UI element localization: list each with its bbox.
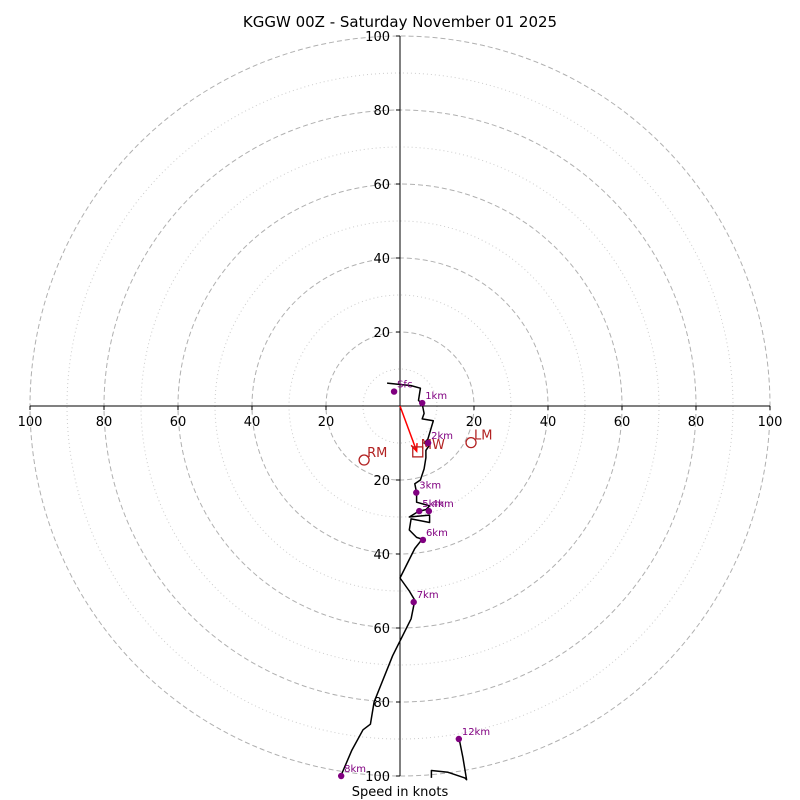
height-point-12km: [455, 735, 463, 743]
y-tick-label: 60: [373, 178, 390, 193]
y-tick-label: 40: [373, 548, 390, 563]
y-tick-label: 100: [365, 30, 390, 45]
height-label-8km: 8km: [344, 764, 366, 775]
hodograph-trace-line: [340, 382, 435, 777]
height-point-3km: [413, 489, 420, 496]
lm-label: LM: [474, 429, 492, 444]
x-tick-label: 100: [18, 415, 43, 430]
height-label-1km: 1km: [425, 391, 447, 402]
x-tick-label: 20: [318, 415, 335, 430]
y-tick-label: 20: [373, 326, 390, 341]
x-tick-label: 40: [244, 415, 261, 430]
y-tick-label: 100: [365, 770, 390, 785]
y-tick-label: 60: [373, 622, 390, 637]
x-tick-label: 60: [170, 415, 187, 430]
lm-marker: [465, 436, 477, 449]
height-point-1km: [419, 399, 426, 407]
x-tick-label: 40: [540, 415, 557, 430]
height-label-2km: 2km: [431, 431, 453, 442]
height-point-2km: [424, 439, 432, 447]
x-tick-label: 60: [614, 415, 631, 430]
hodograph-trace-layer: [340, 382, 468, 781]
rm-marker: [358, 454, 370, 466]
chart-axes: 100 80 60 40 20 20 40 60 80 100 100 80 60 40 20 20 40 60 8…: [18, 30, 783, 785]
hodograph-trace-upper-line: [430, 738, 468, 781]
y-tick-label: 80: [373, 104, 390, 119]
height-point-sfc: [390, 388, 398, 395]
y-tick-label: 20: [373, 474, 390, 489]
x-tick-label: 100: [758, 415, 783, 430]
chart-title: KGGW 00Z - Saturday November 01 2025: [243, 13, 557, 31]
shear-arrow-line: [399, 405, 418, 452]
x-tick-label: 20: [466, 415, 483, 430]
height-label-3km: 3km: [419, 481, 441, 492]
height-point-7km: [410, 598, 417, 606]
mw-marker: [412, 446, 424, 458]
height-label-12km: 12km: [462, 727, 490, 738]
height-point-4km: [425, 507, 433, 515]
height-label-5km: 5km: [422, 499, 444, 510]
x-tick-label: 80: [96, 415, 113, 430]
height-label-7km: 7km: [417, 590, 439, 601]
height-label-6km: 6km: [426, 528, 448, 539]
height-point-6km: [419, 536, 427, 544]
y-tick-label: 80: [373, 696, 390, 711]
height-point-5km: [416, 507, 423, 515]
height-point-8km: [337, 772, 345, 780]
y-tick-label: 40: [373, 252, 390, 267]
x-tick-label: 80: [688, 415, 705, 430]
height-label-4km: 4km: [432, 499, 454, 510]
x-axis-label: Speed in knots: [352, 785, 449, 800]
rm-label: RM: [367, 446, 387, 461]
height-label-sfc: Sfc: [397, 380, 412, 391]
